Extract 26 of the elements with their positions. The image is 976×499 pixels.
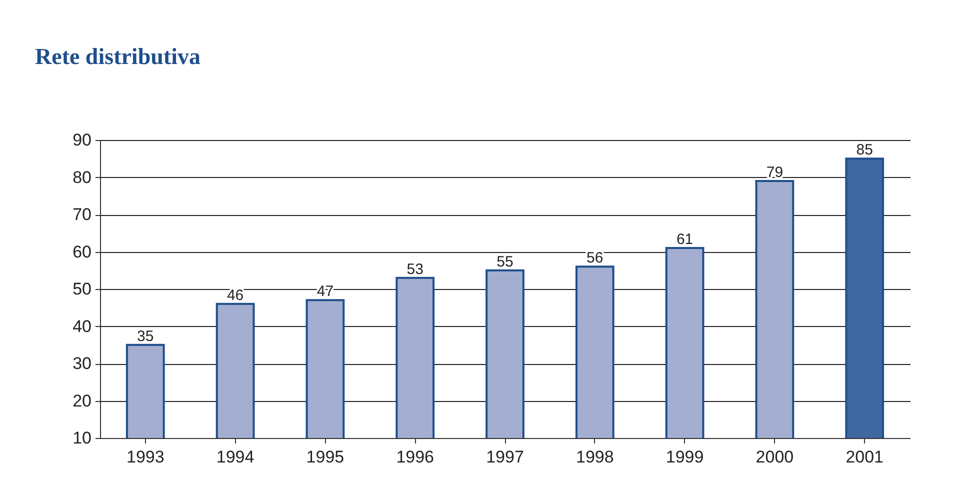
y-tick-label: 70: [72, 205, 92, 224]
data-label: 46: [226, 286, 244, 304]
x-tick-label: 2001: [846, 448, 884, 466]
y-tick-label: 50: [72, 280, 92, 298]
data-label: 35: [137, 328, 154, 345]
chart-title: Rete distributiva: [35, 44, 201, 69]
x-tick-label: 1999: [666, 448, 704, 466]
data-label: 85: [856, 142, 873, 159]
x-tick-label: 1996: [396, 448, 434, 466]
y-tick-label: 60: [72, 242, 92, 262]
data-label: 55: [496, 253, 514, 270]
x-tick-label: 1998: [576, 448, 614, 466]
y-tick-label: 10: [72, 428, 92, 448]
x-tick-label: 1995: [306, 448, 344, 466]
x-tick-label: 1993: [126, 448, 164, 466]
y-tick-label: 90: [72, 130, 92, 150]
x-tick-label: 1994: [216, 448, 254, 466]
y-tick-label: 40: [72, 316, 92, 336]
y-tick-label: 20: [72, 391, 92, 410]
x-tick-label: 1997: [486, 448, 524, 466]
data-label: 53: [406, 260, 424, 278]
data-label: 61: [676, 231, 694, 248]
y-tick-label: 30: [72, 354, 92, 373]
data-label: 79: [766, 164, 784, 181]
y-tick-label: 80: [72, 168, 92, 187]
x-tick-label: 2000: [756, 448, 794, 466]
